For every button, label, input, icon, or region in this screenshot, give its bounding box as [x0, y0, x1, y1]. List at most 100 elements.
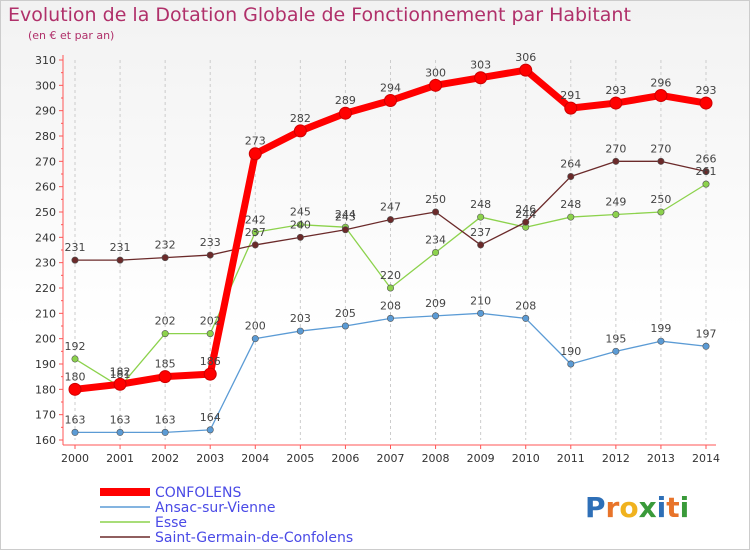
- point-CONFOLENS-2002: [158, 370, 172, 384]
- logo-letter: r: [606, 491, 620, 524]
- data-label-Saint-Germain-de-Confolens-2004: 237: [245, 226, 266, 239]
- data-label-Ansac-sur-Vienne-2011: 190: [560, 345, 581, 358]
- data-label-Ansac-sur-Vienne-2014: 197: [696, 327, 717, 340]
- point-CONFOLENS-2010: [519, 63, 533, 77]
- data-label-Ansac-sur-Vienne-2012: 195: [605, 332, 626, 345]
- point-Saint-Germain-de-Confolens-2007: [386, 216, 394, 224]
- point-CONFOLENS-2012: [609, 96, 623, 110]
- data-label-Saint-Germain-de-Confolens-2012: 270: [605, 142, 626, 155]
- point-Esse-2004: [251, 228, 259, 236]
- data-label-Esse-2006: 244: [335, 208, 356, 221]
- point-Ansac-sur-Vienne-2000: [71, 428, 79, 436]
- logo-letter: P: [585, 491, 606, 524]
- y-tick-label-180: 180: [35, 383, 56, 396]
- point-Esse-2005: [296, 221, 304, 229]
- point-Saint-Germain-de-Confolens-2010: [522, 218, 530, 226]
- y-tick-label-190: 190: [35, 358, 56, 371]
- data-label-Saint-Germain-de-Confolens-2005: 240: [290, 218, 311, 231]
- x-tick-label-2012: 2012: [602, 452, 630, 465]
- chart-subtitle: (en € et par an): [28, 29, 115, 42]
- point-Esse-2003: [206, 330, 214, 338]
- data-label-Ansac-sur-Vienne-2013: 199: [650, 322, 671, 335]
- data-label-Ansac-sur-Vienne-2004: 200: [245, 320, 266, 333]
- point-Ansac-sur-Vienne-2007: [386, 314, 394, 322]
- data-label-Esse-2005: 245: [290, 206, 311, 219]
- point-Ansac-sur-Vienne-2005: [296, 327, 304, 335]
- chart-title: Evolution de la Dotation Globale de Fonc…: [8, 4, 631, 26]
- point-CONFOLENS-2007: [384, 94, 397, 108]
- data-label-Saint-Germain-de-Confolens-2002: 232: [155, 239, 176, 252]
- y-tick-label-220: 220: [35, 282, 56, 295]
- data-label-Saint-Germain-de-Confolens-2007: 247: [380, 201, 401, 214]
- point-Ansac-sur-Vienne-2011: [567, 360, 575, 368]
- data-label-Ansac-sur-Vienne-2006: 205: [335, 307, 356, 320]
- data-label-Esse-2008: 234: [425, 234, 446, 247]
- x-tick-label-2011: 2011: [557, 452, 585, 465]
- point-Esse-2011: [567, 213, 575, 221]
- x-tick-label-2004: 2004: [241, 452, 269, 465]
- data-label-CONFOLENS-2014: 293: [696, 84, 717, 97]
- data-label-Saint-Germain-de-Confolens-2001: 231: [110, 241, 131, 254]
- x-tick-label-2003: 2003: [196, 452, 224, 465]
- y-tick-label-290: 290: [35, 105, 56, 118]
- data-label-Esse-2014: 261: [696, 165, 717, 178]
- data-label-Saint-Germain-de-Confolens-2010: 246: [515, 203, 536, 216]
- point-CONFOLENS-2009: [474, 71, 488, 85]
- point-CONFOLENS-2008: [429, 78, 443, 92]
- point-Esse-2008: [432, 249, 440, 257]
- data-label-CONFOLENS-2002: 185: [155, 358, 176, 371]
- point-Ansac-sur-Vienne-2001: [116, 428, 124, 436]
- data-label-CONFOLENS-2003: 186: [200, 355, 221, 368]
- legend-label-CONFOLENS: CONFOLENS: [155, 485, 241, 501]
- series-group: [68, 63, 713, 436]
- data-label-CONFOLENS-2004: 273: [245, 135, 266, 148]
- point-Saint-Germain-de-Confolens-2009: [477, 241, 485, 249]
- point-Esse-2000: [71, 355, 79, 363]
- x-tick-label-2013: 2013: [647, 452, 675, 465]
- point-Ansac-sur-Vienne-2009: [477, 309, 485, 317]
- data-label-Esse-2013: 250: [650, 193, 671, 206]
- x-tick-label-2002: 2002: [151, 452, 179, 465]
- point-Ansac-sur-Vienne-2010: [522, 314, 530, 322]
- point-Ansac-sur-Vienne-2013: [657, 337, 665, 345]
- point-Ansac-sur-Vienne-2003: [206, 426, 214, 434]
- data-label-Ansac-sur-Vienne-2010: 208: [515, 299, 536, 312]
- point-Esse-2009: [477, 213, 485, 221]
- point-CONFOLENS-2001: [113, 377, 127, 391]
- point-Saint-Germain-de-Confolens-2005: [296, 233, 304, 241]
- y-tick-label-240: 240: [35, 231, 56, 244]
- point-Esse-2002: [161, 330, 169, 338]
- point-CONFOLENS-2013: [654, 88, 668, 102]
- data-label-CONFOLENS-2006: 289: [335, 94, 356, 107]
- x-tick-label-2006: 2006: [331, 452, 359, 465]
- point-Saint-Germain-de-Confolens-2003: [206, 251, 214, 259]
- data-label-Ansac-sur-Vienne-2008: 209: [425, 297, 446, 310]
- data-label-Saint-Germain-de-Confolens-2014: 266: [696, 152, 717, 165]
- point-Ansac-sur-Vienne-2006: [341, 322, 349, 330]
- data-label-Saint-Germain-de-Confolens-2011: 264: [560, 158, 581, 171]
- y-tick-label-210: 210: [35, 307, 56, 320]
- y-tick-label-270: 270: [35, 155, 56, 168]
- data-label-CONFOLENS-2012: 293: [605, 84, 626, 97]
- data-label-CONFOLENS-2010: 306: [515, 51, 536, 64]
- y-tick-label-160: 160: [35, 434, 56, 447]
- x-tick-label-2000: 2000: [61, 452, 89, 465]
- legend-label-Ansac-sur-Vienne: Ansac-sur-Vienne: [155, 500, 275, 516]
- data-label-Esse-2004: 242: [245, 213, 266, 226]
- y-tick-label-250: 250: [35, 206, 56, 219]
- x-tick-label-2014: 2014: [692, 452, 720, 465]
- data-label-Esse-2011: 248: [560, 198, 581, 211]
- data-labels: 180 182 185 186 273 282 289 294 300 303 306 291 293 2…: [65, 51, 717, 426]
- data-label-Saint-Germain-de-Confolens-2003: 233: [200, 236, 221, 249]
- data-label-Ansac-sur-Vienne-2001: 163: [110, 413, 131, 426]
- data-label-Esse-2010: 244: [515, 208, 536, 221]
- point-Ansac-sur-Vienne-2004: [251, 335, 259, 343]
- point-Ansac-sur-Vienne-2002: [161, 428, 169, 436]
- data-label-CONFOLENS-2008: 300: [425, 66, 446, 79]
- proxiti-logo: Proxiti: [585, 491, 689, 524]
- point-Saint-Germain-de-Confolens-2012: [612, 157, 620, 165]
- point-CONFOLENS-2014: [699, 96, 713, 110]
- point-Ansac-sur-Vienne-2014: [702, 342, 710, 350]
